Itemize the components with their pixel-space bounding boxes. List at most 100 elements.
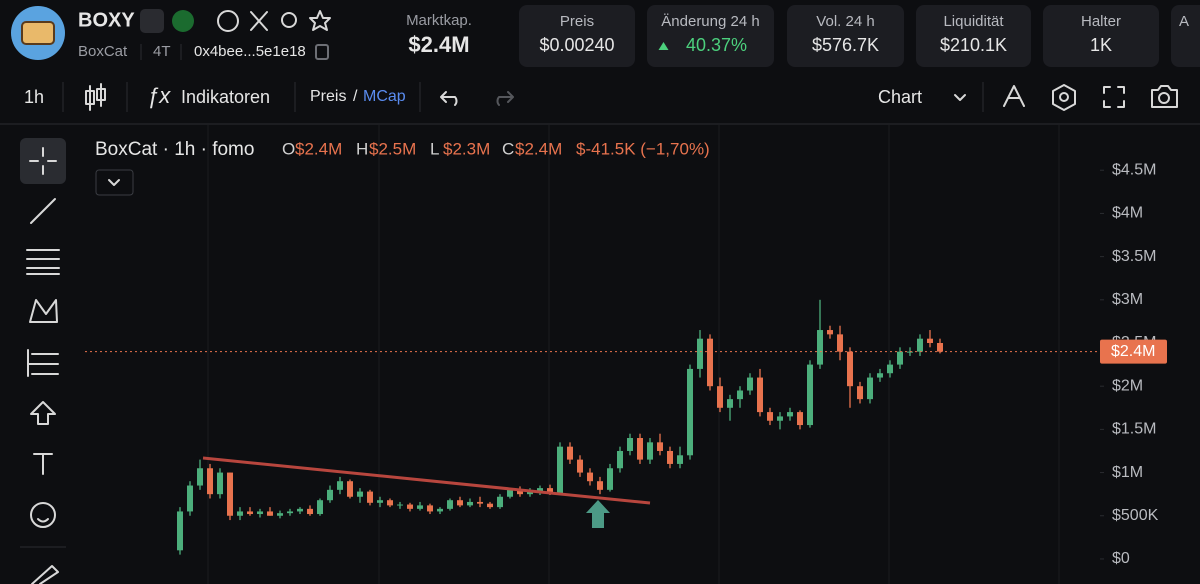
measure-tool[interactable]	[27, 349, 59, 377]
candle-body	[227, 472, 233, 516]
candle-body	[787, 412, 793, 417]
stat-label: Liquidität	[943, 13, 1004, 30]
camera-icon[interactable]	[1151, 85, 1178, 108]
stat-box	[647, 5, 774, 67]
candle-body	[537, 488, 543, 492]
up-arrow	[658, 42, 669, 50]
fib-tool[interactable]	[26, 249, 60, 275]
y-tick-label: $2M	[1112, 377, 1143, 394]
candle-body	[697, 338, 703, 369]
candle-body	[727, 399, 733, 408]
stat-value: $576.7K	[812, 35, 879, 55]
emoji-smile	[37, 518, 49, 523]
price-label-bg	[1100, 339, 1167, 364]
candle-body	[197, 468, 203, 486]
edit-button[interactable]	[140, 9, 164, 33]
pattern-tool[interactable]	[29, 299, 58, 323]
ruler-tool[interactable]	[31, 565, 59, 584]
text-tool[interactable]	[33, 453, 53, 475]
candle-body	[737, 390, 743, 400]
token-name: BOXY	[78, 9, 135, 31]
candle-body	[917, 338, 923, 352]
candle-body	[627, 438, 633, 451]
candle-body	[447, 500, 453, 509]
emoji-tool[interactable]	[30, 502, 56, 528]
legend-key: C	[502, 139, 514, 158]
y-tick-label: $4M	[1112, 205, 1143, 222]
chart-type[interactable]: Chart	[878, 87, 922, 107]
star-icon[interactable]	[309, 10, 331, 31]
redo-icon[interactable]	[496, 91, 514, 106]
stat-value: 40.37%	[686, 35, 747, 55]
search-icon[interactable]	[281, 12, 297, 28]
candle-body	[317, 500, 323, 515]
indicators-button[interactable]: Indikatoren	[181, 87, 270, 107]
token-address: 0x4bee...5e1e18	[194, 43, 306, 60]
candle-body	[347, 481, 353, 497]
legend-change: $-41.5K (−1,70%)	[576, 139, 710, 158]
stat-box	[916, 5, 1031, 67]
fullscreen-icon[interactable]	[1103, 86, 1125, 108]
token-symbol: BoxCat	[78, 43, 128, 60]
fx-icon[interactable]: ƒx	[147, 83, 171, 108]
stat-box	[787, 5, 904, 67]
candle-body	[667, 450, 673, 464]
alert-icon[interactable]	[1003, 85, 1025, 107]
undo-icon[interactable]	[440, 91, 458, 106]
candle-body	[277, 513, 283, 516]
camera-lens	[1158, 92, 1170, 104]
legend-value: $2.5M	[369, 139, 416, 158]
mcap-toggle[interactable]: MCap	[363, 88, 406, 105]
candle-body	[867, 377, 873, 400]
candle-body	[187, 485, 193, 512]
candle-body	[577, 459, 583, 473]
website-icon[interactable]	[217, 10, 239, 32]
candle-body	[647, 442, 653, 460]
stat-box	[519, 5, 635, 67]
candle-body	[397, 504, 403, 506]
candle-body	[337, 481, 343, 490]
y-tick-label: $3.5M	[1112, 248, 1156, 265]
interval[interactable]: 1h	[24, 87, 44, 107]
line-tool[interactable]	[30, 198, 56, 224]
candle-body	[837, 334, 843, 352]
x-icon[interactable]	[250, 11, 268, 31]
candle-body	[507, 489, 513, 497]
crosshair-tool[interactable]	[20, 138, 66, 184]
candle-body	[217, 472, 223, 495]
chevron[interactable]	[954, 94, 966, 101]
stat-box	[1043, 5, 1159, 67]
legend-key: L	[430, 139, 439, 158]
price-label: $2.4M	[1111, 343, 1155, 360]
market-cap: $2.4M	[408, 32, 469, 57]
stat-value: 1K	[1090, 35, 1112, 55]
candle-body	[597, 481, 603, 490]
token-age: 4T	[153, 43, 171, 60]
legend-toggle[interactable]	[95, 169, 134, 196]
candle-body	[427, 505, 433, 512]
badge	[172, 10, 194, 32]
candle-body	[367, 491, 373, 503]
arrow-tool[interactable]	[30, 401, 56, 425]
candle-body	[437, 508, 443, 512]
candle-icon[interactable]	[85, 83, 106, 111]
candle-body	[937, 342, 943, 352]
settings-icon[interactable]	[1052, 84, 1076, 111]
copy-icon[interactable]	[315, 44, 329, 60]
candle-body	[557, 446, 563, 494]
y-tick-label: $1M	[1112, 464, 1143, 481]
legend-value: $2.3M	[443, 139, 490, 158]
candle-body	[387, 500, 393, 506]
candle-body	[587, 472, 593, 482]
candle-body	[747, 377, 753, 391]
stat-label: Preis	[560, 13, 594, 30]
candle-body	[477, 501, 483, 504]
candle-body	[287, 511, 293, 514]
candle-body	[327, 489, 333, 501]
stat-box	[1171, 5, 1200, 67]
chevron	[108, 179, 120, 186]
price-toggle[interactable]: Preis	[310, 88, 346, 105]
y-tick-label: $4.5M	[1112, 161, 1156, 178]
candle-body	[877, 373, 883, 378]
